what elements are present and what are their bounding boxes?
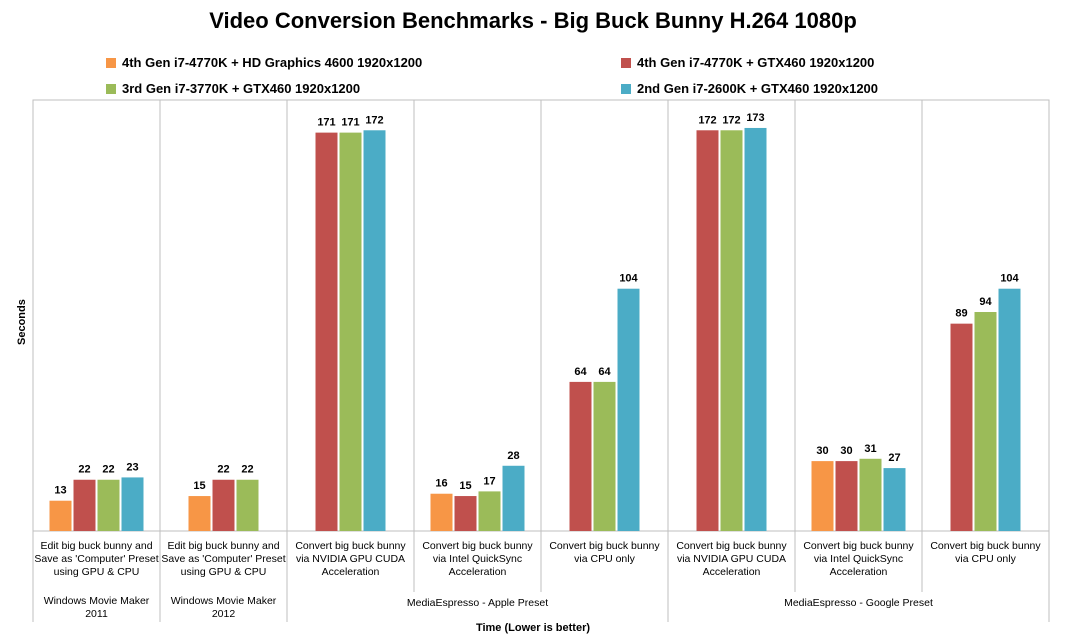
category-label: via Intel QuickSync	[814, 553, 903, 565]
category-label: via NVIDIA GPU CUDA	[296, 553, 405, 565]
category-label: Save as 'Computer' Preset	[34, 553, 158, 565]
legend-swatch-blue	[621, 83, 631, 94]
data-label: 22	[217, 464, 229, 476]
category-label: via CPU only	[955, 553, 1016, 565]
bar	[212, 479, 235, 531]
data-label: 13	[54, 485, 66, 497]
legend-item-4770k-hd4600: 4th Gen i7-4770K + HD Graphics 4600 1920…	[106, 55, 422, 70]
data-label: 22	[78, 464, 90, 476]
y-axis-title: Seconds	[16, 299, 28, 345]
bar	[617, 288, 640, 531]
data-label: 172	[698, 114, 716, 126]
chart-title: Video Conversion Benchmarks - Big Buck B…	[209, 8, 857, 33]
data-label: 172	[365, 114, 383, 126]
data-label: 22	[102, 464, 114, 476]
category-label: using GPU & CPU	[181, 566, 267, 578]
data-label: 171	[341, 117, 359, 129]
legend-label: 3rd Gen i7-3770K + GTX460 1920x1200	[122, 81, 361, 96]
category-label: Convert big buck bunny	[295, 540, 406, 552]
category-label: Convert big buck bunny	[422, 540, 533, 552]
data-label: 104	[1000, 273, 1019, 285]
category-label: Acceleration	[322, 566, 380, 578]
category-label: Acceleration	[830, 566, 888, 578]
category-label: Save as 'Computer' Preset	[161, 553, 285, 565]
group-label: MediaEspresso - Apple Preset	[407, 597, 548, 609]
bar	[811, 461, 834, 531]
bar	[883, 468, 906, 531]
data-label: 22	[241, 464, 253, 476]
group-label: Windows Movie Maker	[44, 595, 150, 607]
data-label: 30	[816, 445, 828, 457]
category-label: Acceleration	[703, 566, 761, 578]
data-label: 173	[746, 112, 764, 124]
bar	[835, 461, 858, 531]
category-label: Convert big buck bunny	[803, 540, 914, 552]
bar	[478, 491, 501, 531]
bar	[696, 130, 719, 531]
data-label: 16	[435, 478, 447, 490]
data-label: 17	[483, 475, 495, 487]
category-label: Convert big buck bunny	[676, 540, 787, 552]
legend-label: 4th Gen i7-4770K + HD Graphics 4600 1920…	[122, 55, 423, 70]
category-label: Convert big buck bunny	[930, 540, 1041, 552]
legend-swatch-red	[621, 57, 631, 68]
group-label: 2011	[85, 608, 108, 620]
data-label: 23	[126, 461, 138, 473]
group-label: Windows Movie Maker	[171, 595, 277, 607]
category-label: via Intel QuickSync	[433, 553, 522, 565]
bar	[121, 477, 144, 531]
bar	[73, 479, 96, 531]
bar	[236, 479, 259, 531]
data-label: 64	[574, 366, 587, 378]
data-label: 89	[955, 308, 967, 320]
bar	[339, 132, 362, 531]
bar	[49, 500, 72, 531]
group-label: MediaEspresso - Google Preset	[784, 597, 933, 609]
data-label: 15	[193, 480, 205, 492]
bar	[315, 132, 338, 531]
legend-label: 4th Gen i7-4770K + GTX460 1920x1200	[637, 55, 875, 70]
category-label: using GPU & CPU	[54, 566, 140, 578]
data-label: 94	[979, 296, 992, 308]
legend-item-4770k-gtx460: 4th Gen i7-4770K + GTX460 1920x1200	[621, 55, 874, 70]
category-label: Edit big buck bunny and	[167, 540, 279, 552]
bar	[188, 496, 211, 531]
data-label: 172	[722, 114, 740, 126]
data-label: 30	[840, 445, 852, 457]
x-axis-title: Time (Lower is better)	[475, 622, 591, 634]
bar	[974, 312, 997, 531]
bar	[720, 130, 743, 531]
bar	[569, 381, 592, 531]
legend-swatch-orange	[106, 57, 116, 68]
group-label: 2012	[212, 608, 236, 620]
legend-item-2600k-gtx460: 2nd Gen i7-2600K + GTX460 1920x1200	[621, 81, 878, 96]
category-label: Acceleration	[449, 566, 507, 578]
data-label: 15	[459, 480, 471, 492]
bar	[593, 381, 616, 531]
bar	[502, 465, 525, 531]
data-label: 64	[598, 366, 611, 378]
data-label: 31	[864, 443, 876, 455]
bar	[998, 288, 1021, 531]
bar	[859, 458, 882, 531]
legend-swatch-green	[106, 83, 116, 94]
legend-label: 2nd Gen i7-2600K + GTX460 1920x1200	[637, 81, 879, 96]
category-label: Edit big buck bunny and	[40, 540, 152, 552]
bar	[97, 479, 120, 531]
bar	[454, 496, 477, 531]
category-label: via NVIDIA GPU CUDA	[677, 553, 786, 565]
bar	[744, 127, 767, 531]
data-label: 104	[619, 273, 638, 285]
legend-item-3770k-gtx460: 3rd Gen i7-3770K + GTX460 1920x1200	[106, 81, 360, 96]
data-label: 171	[317, 117, 335, 129]
bar	[430, 493, 453, 531]
data-label: 28	[507, 450, 519, 462]
data-label: 27	[888, 452, 900, 464]
bar	[950, 323, 973, 531]
bar	[363, 130, 386, 531]
category-label: Convert big buck bunny	[549, 540, 660, 552]
category-label: via CPU only	[574, 553, 635, 565]
